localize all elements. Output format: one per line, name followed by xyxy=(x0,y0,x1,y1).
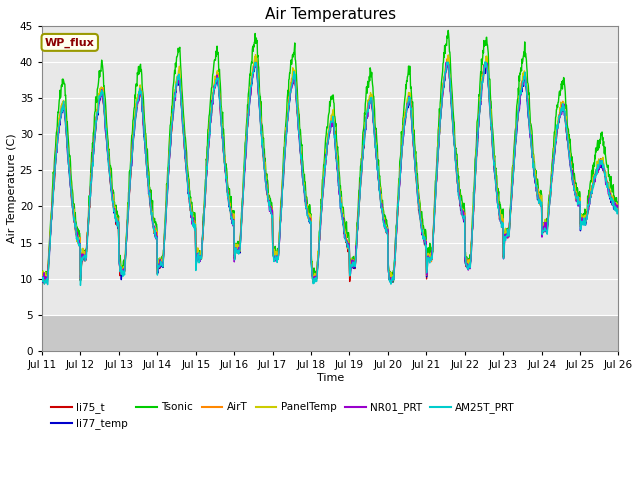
Line: PanelTemp: PanelTemp xyxy=(42,55,618,281)
PanelTemp xyxy=(167,133,175,139)
li75_t xyxy=(496,212,504,217)
li77_temp xyxy=(614,209,622,215)
li75_t xyxy=(231,255,239,261)
Tsonic xyxy=(231,244,239,250)
Bar xyxy=(42,315,618,351)
Line: NR01_PRT: NR01_PRT xyxy=(42,62,618,283)
Tsonic xyxy=(547,177,555,183)
li77_temp xyxy=(482,58,490,63)
PanelTemp xyxy=(614,204,622,210)
Tsonic xyxy=(166,122,174,128)
li75_t xyxy=(420,242,428,248)
li77_temp xyxy=(547,194,554,200)
Line: AM25T_PRT: AM25T_PRT xyxy=(42,62,618,286)
NR01_PRT xyxy=(547,184,555,190)
li77_temp xyxy=(166,146,174,152)
AirT xyxy=(547,187,555,193)
AirT xyxy=(445,54,452,60)
Line: AirT: AirT xyxy=(42,57,618,281)
AM25T_PRT xyxy=(614,208,622,214)
AirT xyxy=(38,277,46,283)
li77_temp xyxy=(420,235,428,241)
AirT xyxy=(496,208,504,214)
li75_t xyxy=(40,281,48,287)
li77_temp xyxy=(495,213,503,218)
PanelTemp xyxy=(42,278,50,284)
PanelTemp xyxy=(547,186,555,192)
AirT xyxy=(167,134,175,140)
NR01_PRT xyxy=(496,216,504,222)
PanelTemp xyxy=(231,241,239,247)
li77_temp xyxy=(152,233,160,239)
li75_t xyxy=(153,236,161,241)
Tsonic xyxy=(444,27,452,33)
AM25T_PRT xyxy=(77,283,84,288)
Tsonic xyxy=(38,268,46,274)
AirT xyxy=(231,249,239,255)
AM25T_PRT xyxy=(547,186,555,192)
X-axis label: Time: Time xyxy=(317,372,344,383)
li75_t xyxy=(547,187,555,193)
AM25T_PRT xyxy=(38,277,46,283)
Tsonic xyxy=(496,202,504,207)
AM25T_PRT xyxy=(420,235,428,240)
PanelTemp xyxy=(496,207,504,213)
AirT xyxy=(153,230,161,236)
Tsonic xyxy=(152,223,160,228)
li75_t xyxy=(167,141,175,147)
AM25T_PRT xyxy=(167,139,175,145)
li75_t xyxy=(38,278,46,284)
AirT xyxy=(614,205,622,211)
NR01_PRT xyxy=(614,205,622,211)
NR01_PRT xyxy=(231,252,239,258)
li75_t xyxy=(253,55,260,61)
AM25T_PRT xyxy=(496,215,504,220)
AirT xyxy=(420,235,428,241)
NR01_PRT xyxy=(153,235,161,241)
Legend: li75_t, li77_temp, Tsonic, AirT, PanelTemp, NR01_PRT, AM25T_PRT: li75_t, li77_temp, Tsonic, AirT, PanelTe… xyxy=(47,398,519,433)
Line: li77_temp: li77_temp xyxy=(42,60,618,282)
li77_temp xyxy=(231,249,239,254)
li75_t xyxy=(614,208,622,214)
Title: Air Temperatures: Air Temperatures xyxy=(265,7,396,22)
Y-axis label: Air Temperature (C): Air Temperature (C) xyxy=(7,133,17,243)
PanelTemp xyxy=(153,231,161,237)
Line: li75_t: li75_t xyxy=(42,58,618,284)
Line: Tsonic: Tsonic xyxy=(42,30,618,282)
NR01_PRT xyxy=(38,278,46,284)
NR01_PRT xyxy=(420,236,428,241)
AM25T_PRT xyxy=(481,59,489,65)
NR01_PRT xyxy=(44,280,51,286)
AM25T_PRT xyxy=(153,234,161,240)
AM25T_PRT xyxy=(231,251,239,256)
li77_temp xyxy=(38,279,46,285)
PanelTemp xyxy=(252,52,259,58)
PanelTemp xyxy=(420,235,428,240)
PanelTemp xyxy=(38,274,46,280)
AirT xyxy=(40,278,47,284)
Text: WP_flux: WP_flux xyxy=(45,37,95,48)
Tsonic xyxy=(614,199,622,205)
Tsonic xyxy=(420,228,428,233)
NR01_PRT xyxy=(167,139,175,145)
NR01_PRT xyxy=(442,60,450,65)
Tsonic xyxy=(389,279,397,285)
